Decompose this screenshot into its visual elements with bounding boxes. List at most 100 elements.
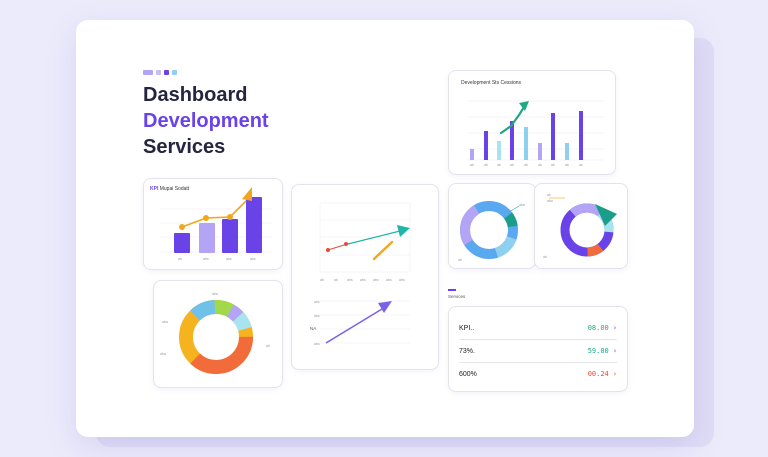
hero-dots xyxy=(143,70,177,75)
donut-blue-chart: aba ab xyxy=(458,201,525,262)
kpi-row-2[interactable]: 73%. 59.00 › xyxy=(459,340,617,362)
trend-gridlines xyxy=(319,202,411,273)
bl-bar-1 xyxy=(174,233,190,253)
trend-lower-label-2: abs xyxy=(314,314,320,318)
top-tick-1: ab xyxy=(470,163,474,167)
trend-xlabel-7: abs xyxy=(399,278,405,282)
donut-purple-label-3: ab xyxy=(543,255,547,259)
kpi-row-1[interactable]: KPI.. 08.00 › xyxy=(459,317,617,339)
bl-bar-3 xyxy=(222,219,238,253)
donut-purple-label-1: ab xyxy=(547,193,551,197)
bl-point-1 xyxy=(179,224,185,230)
donut-orange-seg-orange xyxy=(179,300,253,374)
donut-purple-seg-lavender xyxy=(560,203,614,257)
donut-orange-label-3: aba xyxy=(160,352,166,356)
bl-point-2 xyxy=(203,215,209,221)
top-chart-title: Development Sts Cessions xyxy=(461,80,522,86)
trend-teal-line xyxy=(343,230,401,246)
top-bar-9 xyxy=(579,111,583,160)
top-bar-3 xyxy=(497,141,501,160)
trend-lower-label-1: abs xyxy=(314,300,320,304)
donut-orange-card[interactable]: aba aba aba ab xyxy=(153,280,283,388)
trend-xlabel-4: abs xyxy=(360,278,366,282)
donut-purple-label-2: aba xyxy=(547,199,553,203)
top-tick-4: ab xyxy=(510,163,514,167)
kpi-row-3-value-group: 00.24 › xyxy=(588,370,617,378)
kpi-row-1-value-group: 08.00 › xyxy=(588,324,617,332)
top-bar-1 xyxy=(470,149,474,160)
kpi-row-3-label: 600% xyxy=(459,370,477,378)
bl-trend-arrowhead xyxy=(242,187,252,201)
trend-chart: ab ab abs abs abs abs abs abs abs abs NA xyxy=(310,202,411,346)
trend-red-line xyxy=(327,244,345,251)
trend-xlabel-3: abs xyxy=(347,278,353,282)
top-bar-2 xyxy=(484,131,488,160)
bl-xlabel-4: abs xyxy=(250,257,256,261)
trend-xlabel-6: abs xyxy=(386,278,392,282)
kpi-row-3-value: 00.24 xyxy=(587,370,609,378)
kpi-divider-2 xyxy=(459,362,617,363)
chevron-right-icon: › xyxy=(612,370,617,378)
bl-point-3 xyxy=(227,214,233,220)
kpi-row-2-value-group: 59.00 › xyxy=(588,347,617,355)
kpi-row-2-value: 59.00 xyxy=(587,347,609,355)
top-tick-9: ab xyxy=(579,163,583,167)
chevron-right-icon: › xyxy=(612,324,617,332)
top-tick-8: ab xyxy=(565,163,569,167)
hero-dot-2 xyxy=(156,70,161,75)
donut-orange-label-2: aba xyxy=(162,320,168,324)
donut-blue-label-2: ab xyxy=(458,258,462,262)
trend-purple-arrowhead xyxy=(378,301,392,313)
trend-xlabel-1: ab xyxy=(320,278,324,282)
trend-xlabel-5: abs xyxy=(373,278,379,282)
kpi-panel: KPI.. 08.00 › 73%. 59.00 › 600% 00.24 › xyxy=(448,306,628,392)
donut-purple-card[interactable]: ab aba ab xyxy=(534,183,628,269)
top-bar-chart: ab ab ab ab ab ab ab ab ab xyxy=(467,100,604,167)
trend-x-labels: ab ab abs abs abs abs abs xyxy=(320,278,405,282)
kpi-row-1-value: 08.00 xyxy=(587,324,609,332)
donut-orange-chart: aba aba aba ab xyxy=(160,292,270,374)
trend-red-dot-1 xyxy=(326,248,330,252)
top-chart-trend-arrowhead xyxy=(519,101,529,111)
bar-line-title: Mupai Sodatt xyxy=(159,186,190,192)
hero-dot-3 xyxy=(164,70,169,75)
kpi-row-2-label: 73%. xyxy=(459,347,475,355)
bar-line-card-header: KPI Mupai Sodatt xyxy=(150,186,189,192)
donut-orange-label-4: ab xyxy=(266,344,270,348)
donut-orange-seg-green xyxy=(179,300,253,374)
donut-blue-card[interactable]: aba ab xyxy=(448,183,536,269)
chevron-right-icon: › xyxy=(612,347,617,355)
kpi-row-1-label: KPI.. xyxy=(459,324,475,332)
bl-xlabel-1: ab xyxy=(178,257,182,261)
top-bar-4 xyxy=(510,121,514,160)
donut-blue-seg-purple xyxy=(460,201,518,259)
donut-purple-seg-teal-wedge xyxy=(595,204,617,226)
kpi-section-label: Services xyxy=(448,294,466,299)
bar-line-card[interactable]: KPI Mupai Sodatt ab abs abs abs xyxy=(143,178,283,270)
top-tick-5: ab xyxy=(524,163,528,167)
trend-purple-line xyxy=(325,308,383,344)
bl-bar-4 xyxy=(246,197,262,253)
bl-trend-line xyxy=(181,200,247,228)
donut-orange-label-1: aba xyxy=(212,292,218,296)
trend-card[interactable]: ab ab abs abs abs abs abs abs abs abs NA xyxy=(291,184,439,370)
hero-title: Dashboard Development Services xyxy=(143,82,269,160)
donut-purple-chart: ab aba ab xyxy=(543,193,617,259)
trend-teal-arrowhead xyxy=(397,225,410,237)
trend-xlabel-2: ab xyxy=(334,278,338,282)
hero-title-line3: Services xyxy=(143,136,226,158)
top-tick-2: ab xyxy=(484,163,488,167)
donut-blue-label-1: aba xyxy=(519,203,525,207)
top-bar-chart-card[interactable]: Development Sts Cessions ab ab ab ab ab … xyxy=(448,70,616,175)
top-chart-trend-line xyxy=(499,105,526,135)
kpi-row-3[interactable]: 600% 00.24 › xyxy=(459,363,617,385)
bar-line-chart: ab abs abs abs xyxy=(160,187,272,261)
trend-lower-tag: NA xyxy=(310,326,316,331)
donut-purple-seg-light xyxy=(560,203,614,257)
top-tick-6: ab xyxy=(538,163,542,167)
kpi-section-accent xyxy=(448,289,456,291)
hero-dot-4 xyxy=(172,70,177,75)
top-bar-8 xyxy=(565,143,569,160)
top-bar-7 xyxy=(551,113,555,160)
trend-lower-gridlines xyxy=(320,300,410,344)
